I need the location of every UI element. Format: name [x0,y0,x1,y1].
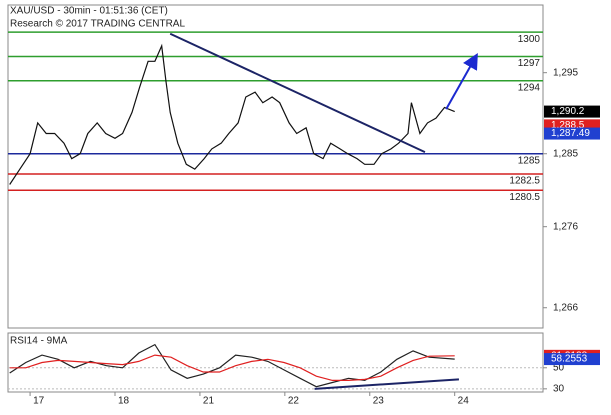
x-tick-label: 18 [118,396,130,407]
rsi-frame [7,332,544,393]
price-tag [544,119,600,132]
y-tick-label: 1,295 [553,67,578,78]
level-label: 1297 [518,58,541,69]
y-tick-label: 30 [553,383,565,394]
chart-title: XAU/USD - 30min - 01:51:36 (CET) [10,6,168,17]
y-tick-label: 1,276 [553,221,578,232]
level-label: 1300 [518,34,541,45]
rsi-title: RSI14 - 9MA [10,336,68,347]
series-line [9,343,455,388]
level-label: 1280.5 [509,192,540,203]
trend-line [445,52,478,110]
x-tick-label: 21 [203,396,215,407]
level-label: 1282.5 [509,176,540,187]
chart-subtitle: Research © 2017 TRADING CENTRAL [10,19,185,30]
y-tick-label: 1,266 [553,302,578,313]
trend-line [169,32,426,154]
trend-line [314,378,459,390]
x-tick-label: 22 [288,396,300,407]
level-label: 1285 [518,155,541,166]
level-label: 1294 [518,82,541,93]
price-tag [544,105,600,118]
x-tick-label: 24 [458,396,470,407]
series-line [9,354,455,381]
price-tag-label: 1,290.2 [551,106,585,117]
price-tag [544,353,600,366]
x-tick-label: 17 [33,396,45,407]
price-frame [7,4,544,329]
price-tag-label: 1,288.5 [551,120,585,131]
x-tick-label: 23 [373,396,385,407]
price-tag [544,127,600,140]
price-tag-label: 58.2553 [551,354,588,365]
series-line [9,43,455,185]
y-tick-label: 50 [553,362,565,373]
price-tag-label: 1,287.49 [551,128,590,139]
y-tick-label: 1,285 [553,148,578,159]
